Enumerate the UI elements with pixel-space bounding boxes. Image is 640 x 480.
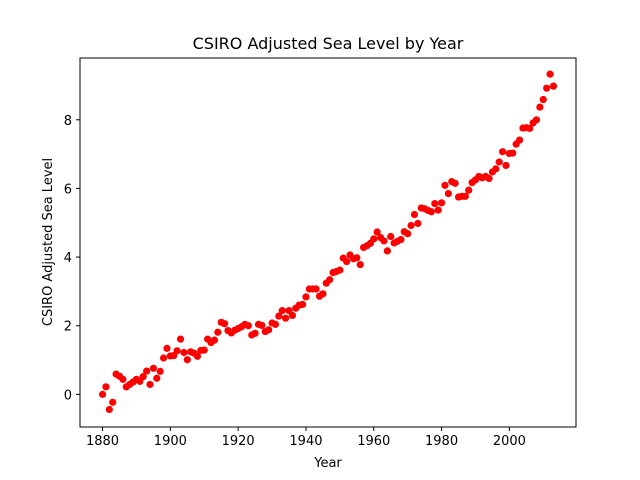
data-point: [431, 199, 439, 208]
data-point: [159, 354, 168, 362]
plot-frame: [79, 57, 577, 428]
data-point: [495, 158, 503, 166]
data-point: [502, 161, 510, 170]
data-point: [183, 356, 191, 364]
data-point: [210, 336, 219, 344]
data-point: [200, 346, 208, 354]
data-point: [546, 70, 554, 78]
data-point: [343, 257, 351, 266]
data-point: [404, 230, 412, 238]
data-point: [282, 314, 290, 322]
data-point: [526, 124, 534, 132]
y-tick-label: 6: [64, 182, 72, 197]
data-point: [193, 352, 202, 360]
data-point: [499, 148, 507, 156]
y-tick-label: 4: [64, 251, 72, 266]
data-point: [427, 208, 435, 216]
data-point: [163, 344, 171, 352]
data-point: [407, 221, 415, 230]
data-point: [441, 181, 449, 189]
data-point: [102, 383, 110, 391]
data-point: [434, 206, 442, 214]
data-point: [146, 380, 154, 389]
x-tick-label: 1900: [154, 434, 187, 449]
data-point: [149, 364, 157, 372]
data-point: [244, 322, 252, 330]
y-axis: 0 2 4 6 8: [64, 114, 80, 403]
data-point: [180, 348, 188, 357]
data-point: [465, 186, 473, 194]
data-point: [356, 261, 364, 269]
data-point: [437, 199, 446, 207]
data-point: [278, 307, 286, 315]
data-point: [515, 136, 524, 144]
data-point: [143, 367, 151, 375]
data-point: [509, 149, 517, 157]
data-point: [312, 285, 320, 293]
data-point: [214, 328, 222, 336]
data-point: [271, 320, 280, 328]
data-points: [98, 70, 558, 414]
x-tick-label: 2000: [493, 434, 526, 449]
data-point: [549, 82, 558, 90]
x-axis-title: Year: [313, 456, 342, 471]
data-point: [387, 232, 395, 241]
data-point: [380, 237, 388, 245]
data-point: [288, 311, 296, 320]
x-tick-label: 1960: [357, 434, 390, 449]
data-point: [105, 405, 113, 414]
data-point: [370, 235, 378, 243]
data-point: [176, 335, 185, 343]
data-point: [119, 375, 127, 383]
y-tick-label: 0: [64, 388, 72, 403]
chart-title: CSIRO Adjusted Sea Level by Year: [193, 34, 464, 53]
data-point: [397, 235, 405, 244]
data-point: [258, 321, 266, 329]
data-point: [410, 210, 419, 219]
data-point: [221, 320, 229, 328]
data-point: [139, 372, 147, 381]
data-point: [485, 174, 493, 183]
data-point: [251, 329, 259, 337]
data-point: [319, 290, 327, 298]
x-axis: 1880 1900 1920 1940 1960 1980 2000: [86, 427, 526, 449]
x-tick-label: 1980: [425, 434, 458, 449]
data-point: [451, 179, 459, 187]
data-point: [444, 189, 452, 198]
data-point: [275, 312, 283, 320]
data-point: [536, 103, 544, 111]
data-point: [98, 390, 107, 398]
data-point: [302, 293, 310, 301]
data-point: [543, 84, 551, 92]
data-point: [265, 326, 273, 334]
data-point: [539, 95, 547, 104]
data-point: [326, 276, 334, 284]
data-point: [383, 247, 391, 255]
x-tick-label: 1940: [289, 434, 322, 449]
data-point: [492, 165, 500, 173]
data-point: [373, 228, 381, 236]
data-point: [156, 367, 164, 375]
data-point: [173, 347, 181, 355]
y-tick-label: 8: [64, 114, 72, 129]
y-axis-title: CSIRO Adjusted Sea Level: [41, 158, 56, 326]
data-point: [109, 398, 117, 406]
x-tick-label: 1880: [86, 434, 119, 449]
data-point: [532, 116, 541, 124]
data-point: [298, 300, 307, 309]
data-point: [336, 266, 344, 274]
data-point: [353, 254, 361, 262]
y-tick-label: 2: [64, 320, 72, 335]
data-point: [153, 374, 161, 382]
x-tick-label: 1920: [222, 434, 255, 449]
data-point: [461, 192, 469, 200]
data-point: [414, 219, 422, 228]
